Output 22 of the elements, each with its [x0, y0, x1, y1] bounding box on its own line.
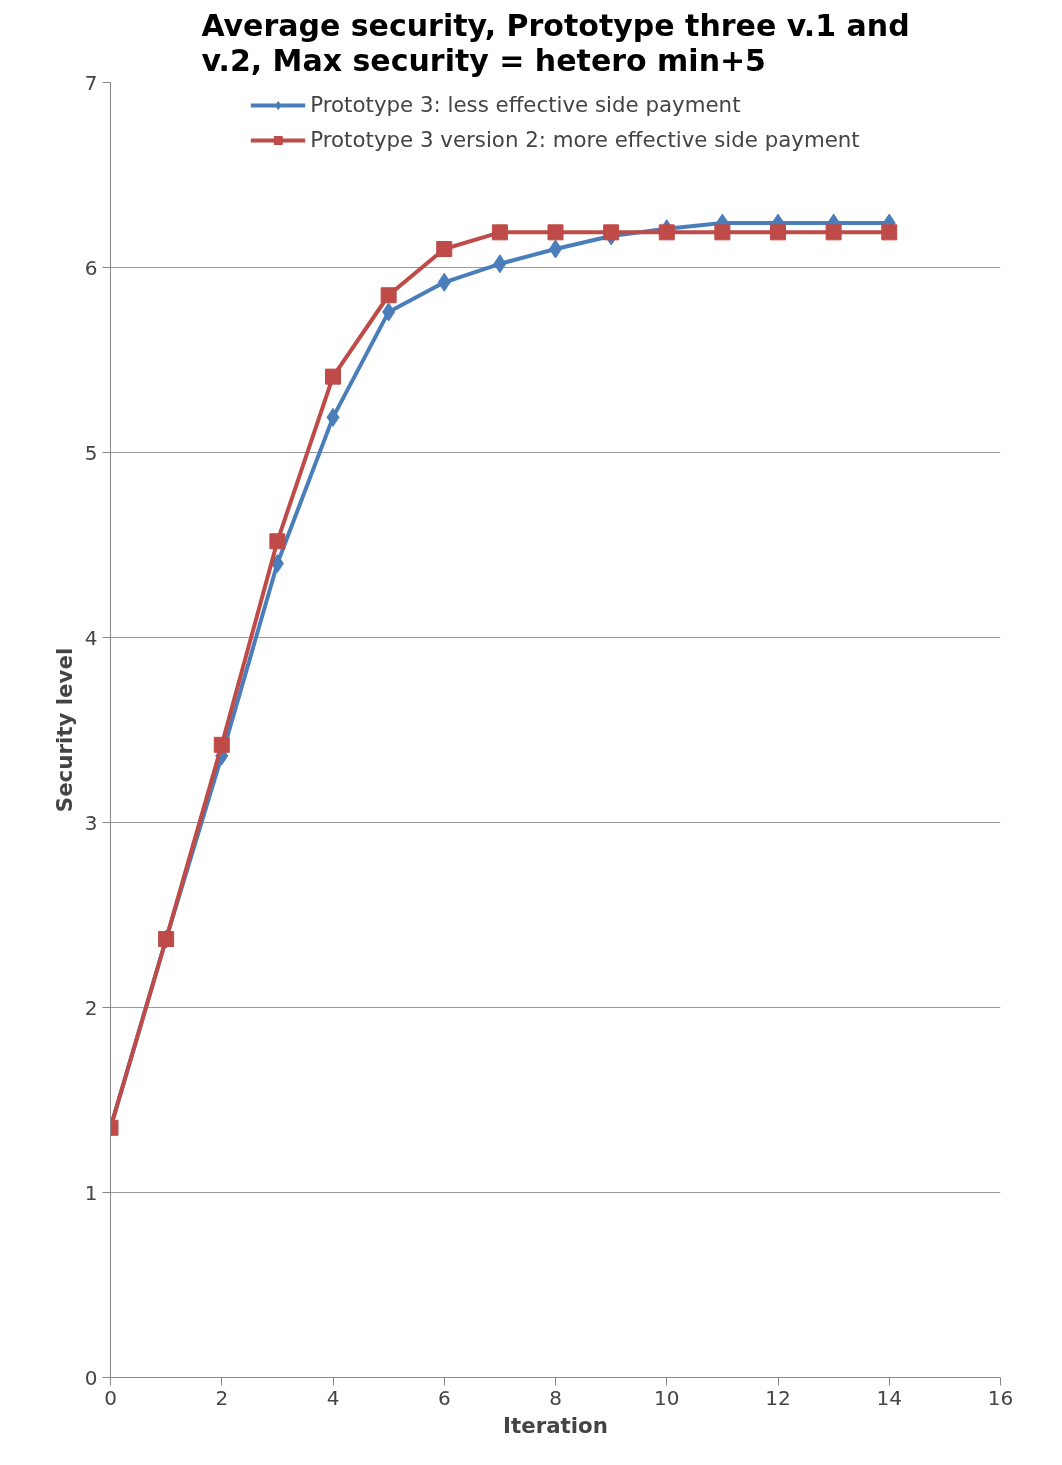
- y-tick-label: 4: [84, 625, 98, 650]
- y-tick-label: 0: [84, 1365, 98, 1390]
- x-tick-label: 16: [987, 1385, 1014, 1410]
- x-tick-label: 8: [549, 1385, 562, 1410]
- chart-title: Average security, Prototype three v.1 and v.2, Max security = hetero min+5: [201, 7, 910, 78]
- y-tick-label: 6: [84, 255, 98, 280]
- x-tick-label: 10: [654, 1385, 680, 1410]
- x-tick-label: 14: [876, 1385, 902, 1410]
- y-tick-label: 7: [84, 70, 98, 95]
- y-tick-label: 3: [84, 810, 98, 835]
- y-axis-title: Security level: [51, 647, 77, 813]
- y-tick-label: 5: [84, 440, 98, 465]
- legend-label: Prototype 3 version 2: more effective side payment: [310, 127, 860, 152]
- x-tick-label: 4: [326, 1385, 340, 1410]
- legend-label: Prototype 3: less effective side payment: [310, 92, 741, 117]
- x-tick-label: 6: [437, 1385, 451, 1410]
- x-tick-label: 12: [765, 1385, 791, 1410]
- x-tick-label: 2: [215, 1385, 229, 1410]
- y-tick-label: 1: [84, 1180, 98, 1205]
- x-tick-label: 0: [104, 1385, 117, 1410]
- x-axis-title: Iteration: [503, 1412, 608, 1438]
- y-tick-label: 2: [84, 995, 98, 1020]
